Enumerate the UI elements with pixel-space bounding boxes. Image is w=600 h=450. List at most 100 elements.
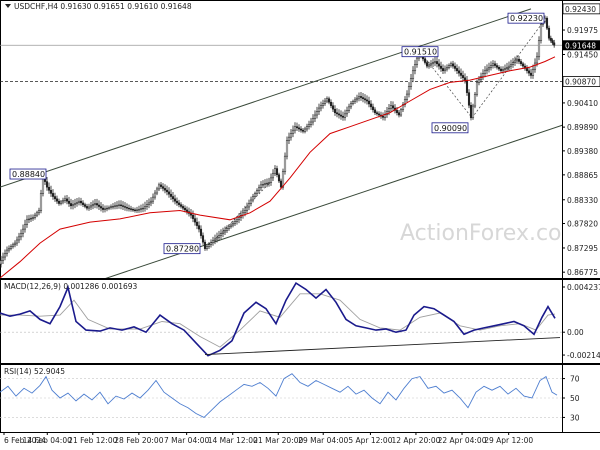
rsi-y-tick-label: 50	[570, 394, 580, 403]
candle-body	[549, 37, 552, 41]
candle-body	[113, 205, 117, 207]
price-plot-area: ActionForex.com 0.88840 0.87280 0.91510 0.90…	[0, 8, 562, 278]
annotation-box	[431, 122, 469, 134]
candle-body	[539, 23, 543, 41]
candle-body	[455, 68, 459, 72]
macd-y-tick-label: -0.002142	[567, 351, 600, 360]
candle-body	[315, 111, 319, 116]
candle-body	[229, 224, 233, 228]
candle-body	[111, 206, 115, 208]
candle-body	[535, 56, 539, 64]
candle-body	[415, 57, 419, 65]
candle-body	[331, 105, 335, 110]
candle-body	[449, 63, 453, 66]
candle-body	[395, 110, 399, 113]
annotation-label: 0.92230	[510, 14, 543, 23]
candle-body	[339, 114, 343, 117]
candle-body	[167, 191, 171, 195]
rsi-y-tick-label: 30	[570, 413, 580, 422]
candle-body	[303, 128, 307, 132]
candle-body	[5, 249, 9, 254]
candle-body	[97, 204, 101, 207]
candle-body	[453, 65, 457, 69]
candle-body	[281, 171, 285, 188]
candle-body	[321, 103, 325, 106]
candle-body	[39, 192, 43, 211]
candle-body	[377, 113, 381, 116]
candle-body	[423, 58, 427, 63]
rsi-header: RSI(14) 52.9045	[4, 367, 65, 376]
candle-body	[287, 136, 291, 141]
candle-body	[269, 177, 273, 183]
top-price-box	[562, 3, 600, 15]
candle-body	[9, 246, 13, 249]
price-y-tick-label: 0.88865	[567, 171, 598, 180]
candle-body	[211, 240, 215, 243]
candle-body	[507, 65, 511, 68]
candle-body	[61, 200, 65, 203]
price-panel-frame	[0, 0, 563, 279]
current-price-box	[563, 40, 600, 51]
candle-body	[207, 244, 211, 247]
candle-body	[499, 68, 503, 72]
candle-body	[533, 62, 537, 70]
candle-body	[231, 223, 235, 226]
candle-body	[139, 208, 143, 210]
candle-body	[469, 104, 473, 119]
candle-body	[209, 242, 213, 245]
candle-body	[341, 115, 345, 118]
candle-body	[397, 112, 401, 116]
candle-body	[105, 207, 109, 210]
candle-body	[201, 235, 205, 243]
candle-body	[381, 115, 385, 118]
candle-body	[349, 103, 353, 108]
candle-body	[517, 58, 521, 62]
candle-body	[171, 196, 175, 200]
candle-body	[179, 204, 183, 207]
candle-body	[491, 63, 495, 66]
candle-body	[155, 188, 159, 194]
candle-body	[103, 208, 107, 210]
candle-body	[411, 70, 415, 79]
candle-body	[11, 244, 15, 247]
macd-panel-frame	[0, 279, 563, 364]
candle-body	[319, 105, 323, 109]
candle-body	[467, 92, 471, 106]
candle-body	[225, 228, 229, 231]
candle-body	[357, 96, 361, 99]
candle-body	[169, 193, 173, 197]
candle-body	[387, 108, 391, 112]
candle-body	[93, 203, 97, 205]
candle-body	[307, 124, 311, 127]
candle-body	[253, 193, 257, 197]
support-price-label: 0.90870	[565, 77, 596, 86]
candle-body	[89, 205, 93, 208]
candle-body	[425, 62, 429, 67]
x-tick-label: 29 Mar 04:00	[298, 436, 348, 445]
price-y-tick-label: 0.89890	[567, 123, 598, 132]
candle-body	[15, 239, 19, 244]
candle-body	[17, 236, 21, 241]
candle-body	[195, 221, 199, 226]
candle-body	[399, 109, 403, 116]
candle-body	[279, 180, 283, 188]
candle-body	[359, 96, 363, 98]
candle-body	[291, 129, 295, 134]
macd-panel-axis-frame	[562, 279, 600, 364]
candle-body	[251, 196, 255, 201]
candle-body	[51, 193, 55, 197]
candle-body	[427, 64, 431, 67]
candle-body	[145, 204, 149, 207]
candle-body	[289, 133, 293, 138]
candle-body	[301, 129, 305, 132]
candle-body	[67, 200, 71, 204]
candle-body	[35, 212, 39, 216]
candle-body	[29, 217, 33, 220]
candle-body	[219, 233, 223, 236]
candle-body	[157, 184, 161, 190]
candle-body	[355, 97, 359, 101]
x-tick-label: 22 Apr 04:00	[438, 436, 487, 445]
rsi-plot-area	[0, 373, 562, 418]
candle-body	[159, 184, 163, 187]
x-tick-label: 6 Feb 2024	[4, 436, 46, 445]
